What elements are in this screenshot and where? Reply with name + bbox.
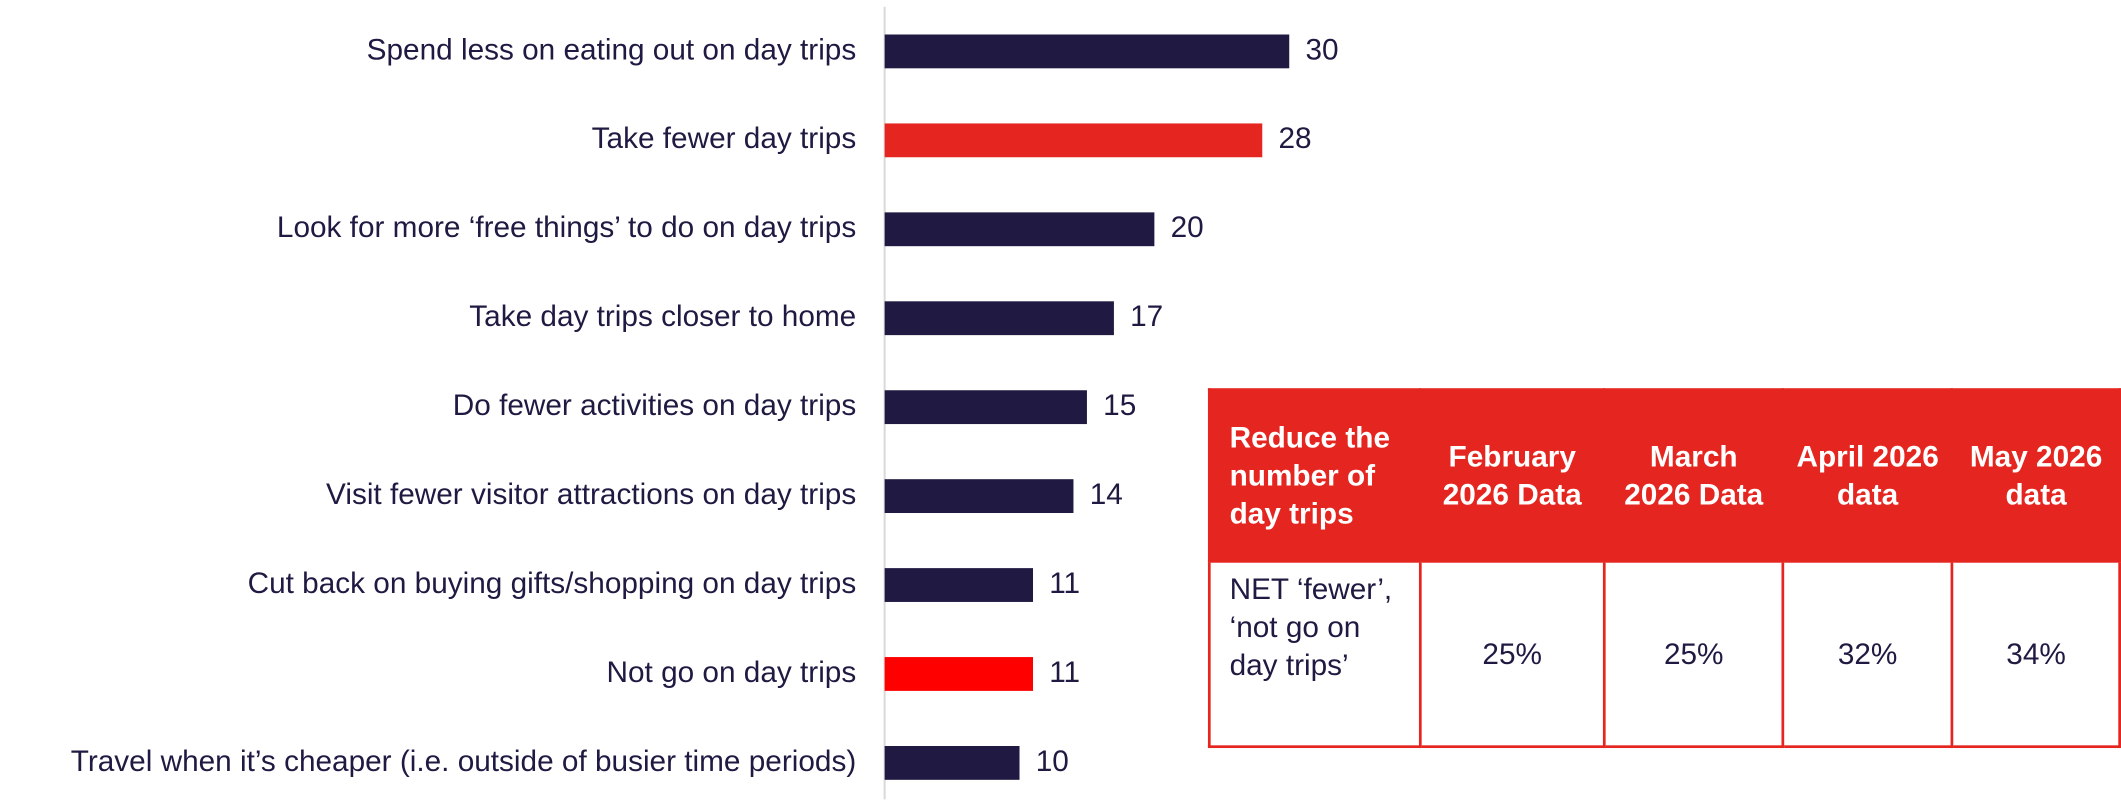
category-label: Cut back on buying gifts/shopping on day… (248, 567, 857, 600)
bar (884, 657, 1034, 691)
table-cell: 32% (1781, 560, 1954, 749)
value-label: 30 (1305, 33, 1338, 66)
table-cell: 34% (1951, 560, 2121, 749)
table-cell: 25% (1418, 560, 1607, 749)
bar (884, 746, 1020, 780)
value-label: 14 (1090, 478, 1123, 511)
value-label: 11 (1049, 567, 1080, 600)
bar (884, 568, 1034, 602)
table-cell: NET ‘fewer’, ‘not go on day trips’ (1207, 560, 1422, 749)
value-label: 10 (1036, 745, 1069, 778)
table-row: NET ‘fewer’, ‘not go on day trips’ 25% 25%… (1207, 560, 2121, 749)
category-label: Visit fewer visitor attractions on day t… (326, 478, 856, 511)
value-label: 17 (1130, 300, 1163, 333)
table-body: NET ‘fewer’, ‘not go on day trips’ 25% 25%… (1207, 560, 2121, 749)
bar (884, 390, 1087, 425)
value-label: 11 (1049, 656, 1080, 689)
header-cell: February 2026 Data (1418, 388, 1607, 563)
value-label: 15 (1103, 389, 1136, 422)
header-cell: May 2026 data (1951, 388, 2121, 563)
bar (884, 479, 1074, 514)
table-cell: 25% (1603, 560, 1785, 749)
category-label: Not go on day trips (607, 656, 857, 689)
category-label: Travel when it’s cheaper (i.e. outside o… (71, 745, 856, 778)
category-label: Take day trips closer to home (469, 300, 856, 333)
bar (884, 123, 1263, 158)
summary-table: Reduce the number of day trips February 2… (1207, 388, 2121, 749)
header-row: Reduce the number of day trips February 2… (1207, 388, 2121, 563)
category-label: Spend less on eating out on day trips (367, 33, 857, 66)
header-cell: Reduce the number of day trips (1207, 388, 1422, 563)
category-label: Take fewer day trips (592, 122, 857, 155)
bar (884, 301, 1114, 336)
value-label: 28 (1278, 122, 1311, 155)
bar (884, 34, 1290, 69)
category-label: Look for more ‘free things’ to do on day… (277, 211, 856, 244)
header-cell: March 2026 Data (1603, 388, 1785, 563)
header-cell: April 2026 data (1781, 388, 1954, 563)
category-label: Do fewer activities on day trips (453, 389, 856, 422)
bar (884, 212, 1155, 247)
value-label: 20 (1171, 211, 1204, 244)
